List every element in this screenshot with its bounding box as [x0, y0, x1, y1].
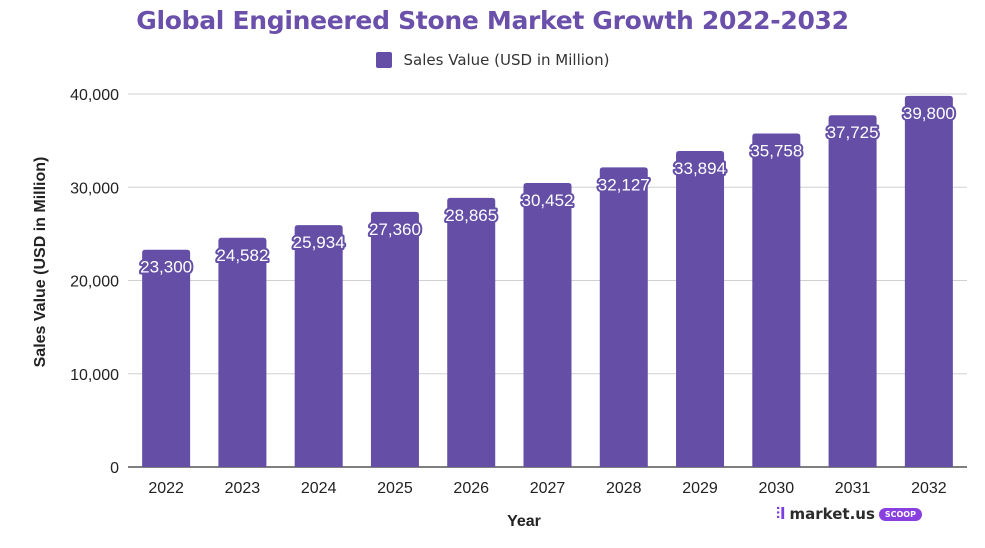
y-tick-label: 0 — [110, 460, 119, 477]
data-label: 35,758 — [750, 142, 802, 161]
data-label: 37,725 — [827, 123, 879, 142]
market-us-logo-icon: ⫶l — [776, 504, 786, 523]
bar — [676, 150, 725, 467]
y-axis-label: Sales Value (USD in Million) — [32, 157, 49, 368]
data-label: 23,300 — [140, 258, 192, 277]
watermark-brand: market.us — [789, 505, 875, 523]
watermark-badge: SCOOP — [878, 507, 922, 521]
data-label: 32,127 — [598, 175, 650, 194]
legend: Sales Value (USD in Million) — [0, 51, 985, 69]
bar — [142, 249, 191, 467]
x-tick-label: 2024 — [301, 480, 337, 497]
bar — [752, 133, 801, 468]
x-tick-label: 2022 — [148, 480, 184, 497]
bar — [447, 197, 496, 468]
bar — [218, 237, 267, 467]
x-tick-label: 2030 — [759, 480, 795, 497]
legend-label: Sales Value (USD in Million) — [403, 51, 610, 69]
x-tick-label: 2026 — [453, 480, 489, 497]
x-tick-label: 2023 — [225, 480, 261, 497]
chart-title: Global Engineered Stone Market Growth 20… — [136, 6, 849, 35]
y-tick-label: 10,000 — [70, 367, 119, 384]
data-label: 28,865 — [445, 206, 497, 225]
x-tick-label: 2025 — [377, 480, 413, 497]
x-tick-label: 2029 — [682, 480, 718, 497]
watermark: ⫶l market.us SCOOP — [776, 503, 922, 525]
x-tick-labels: 2022 2023 2024 2025 2026 2027 2028 2029 2030 2031… — [148, 480, 946, 497]
legend-swatch — [375, 52, 392, 68]
x-tick-label: 2027 — [530, 480, 566, 497]
bar — [904, 95, 953, 468]
bar — [828, 115, 877, 467]
x-tick-label: 2028 — [606, 480, 642, 497]
y-tick-label: 20,000 — [70, 274, 119, 291]
data-label: 25,934 — [293, 233, 345, 252]
data-labels: 23,300 24,582 25,934 27,360 28,865 30,452 32,1… — [138, 102, 957, 279]
bar — [599, 167, 648, 468]
data-label: 39,800 — [903, 104, 955, 123]
data-label: 33,894 — [674, 159, 726, 178]
x-tick-label: 2031 — [835, 480, 871, 497]
y-tick-label: 30,000 — [70, 180, 119, 197]
bar — [523, 183, 572, 467]
x-tick-label: 2032 — [911, 480, 947, 497]
x-axis-label: Year — [507, 513, 541, 530]
y-tick-label: 40,000 — [70, 87, 119, 104]
bar — [370, 211, 419, 467]
data-label: 30,452 — [522, 191, 574, 210]
y-tick-labels: 0 10,000 20,000 30,000 40,000 — [70, 87, 119, 477]
bar — [294, 225, 343, 467]
bars — [142, 95, 953, 468]
data-label: 27,360 — [369, 220, 421, 239]
data-label: 24,582 — [216, 246, 268, 265]
